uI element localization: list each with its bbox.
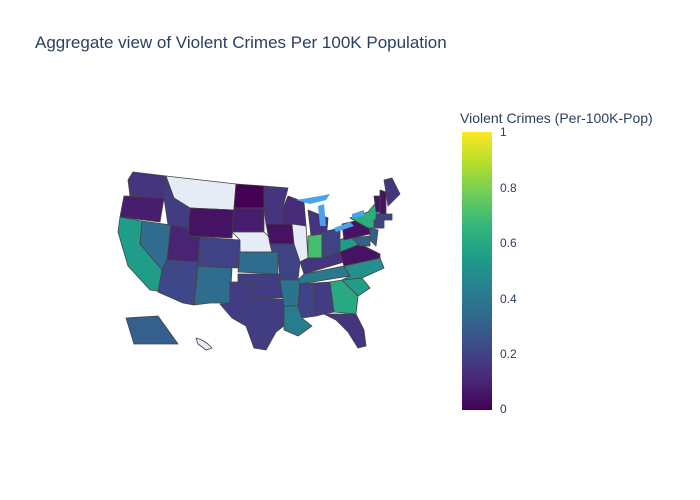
state-hi[interactable] [195,337,213,351]
colorbar-tick: 0.4 [500,292,517,306]
state-me[interactable] [383,177,401,207]
colorbar-title: Violent Crimes (Per-100K-Pop) [460,110,653,126]
colorbar-tick: 0 [500,402,507,416]
state-md[interactable] [351,235,371,247]
state-sd[interactable] [231,207,265,233]
state-ks[interactable] [237,251,279,275]
state-wy[interactable] [187,207,235,239]
colorbar-tick: 0.6 [500,236,517,250]
state-az[interactable] [157,259,199,306]
chart-title: Aggregate view of Violent Crimes Per 100… [35,33,447,52]
state-tx[interactable] [219,281,295,351]
colorbar-tick: 0.2 [500,347,517,361]
colorbar-tick: 1 [500,125,507,139]
great-lake [296,194,330,204]
colorbar-gradient [462,132,492,410]
state-nm[interactable] [193,265,233,306]
state-ma[interactable] [375,213,393,221]
state-ct[interactable] [373,219,385,229]
state-ar[interactable] [279,279,301,307]
great-lake [352,210,364,218]
state-nd[interactable] [233,183,265,209]
state-co[interactable] [197,236,241,269]
state-fl[interactable] [323,313,367,349]
state-or[interactable] [119,195,165,223]
state-wa[interactable] [127,171,167,199]
state-ms[interactable] [297,282,317,319]
state-ia[interactable] [265,223,295,245]
state-nj[interactable] [369,227,379,247]
state-ak[interactable] [125,315,179,345]
great-lake [318,204,326,226]
state-nh[interactable] [379,189,387,215]
state-al[interactable] [313,281,335,317]
great-lake [334,222,354,232]
state-in[interactable] [307,233,323,259]
state-ga[interactable] [329,279,359,315]
colorbar-tick: 0.8 [500,181,517,195]
